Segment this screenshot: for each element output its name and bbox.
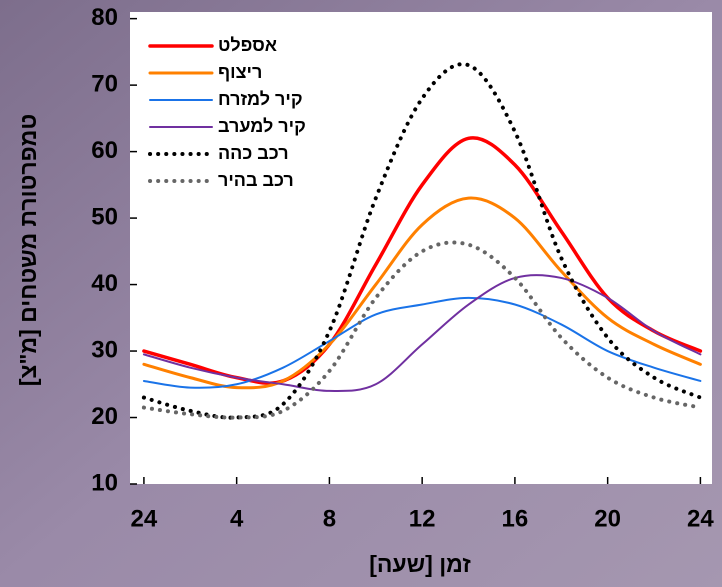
legend-label: רכב כהה xyxy=(218,143,289,163)
x-tick-label: 24 xyxy=(131,505,158,532)
series-line xyxy=(141,240,703,420)
series-line xyxy=(142,196,702,390)
y-tick-label: 20 xyxy=(91,403,118,430)
x-tick-label: 8 xyxy=(323,505,336,532)
y-tick-label: 50 xyxy=(91,203,118,230)
series-line xyxy=(142,274,702,392)
y-tick-label: 30 xyxy=(91,336,118,363)
legend-label: רכב בהיר xyxy=(218,170,294,190)
x-tick-label: 16 xyxy=(502,505,529,532)
y-axis-title: טמפרטורת משטחים [מ"צ] xyxy=(15,114,41,386)
y-tick-label: 60 xyxy=(91,137,118,164)
legend-label: ריצוף xyxy=(218,62,262,82)
y-tick-label: 80 xyxy=(91,4,118,31)
legend-label: אספלט xyxy=(218,35,277,55)
series-line xyxy=(142,296,702,389)
x-tick-label: 12 xyxy=(409,505,436,532)
x-axis-title: זמן [שעה] xyxy=(369,551,471,577)
x-tick-label: 24 xyxy=(687,505,714,532)
x-tick-label: 20 xyxy=(594,505,621,532)
x-tick-label: 4 xyxy=(230,505,244,532)
legend-label: קיר למערב xyxy=(218,116,306,136)
y-tick-label: 10 xyxy=(91,469,118,496)
y-tick-label: 70 xyxy=(91,70,118,97)
legend-label: קיר למזרח xyxy=(218,89,303,109)
y-tick-label: 40 xyxy=(91,270,118,297)
plot-area xyxy=(130,12,712,484)
